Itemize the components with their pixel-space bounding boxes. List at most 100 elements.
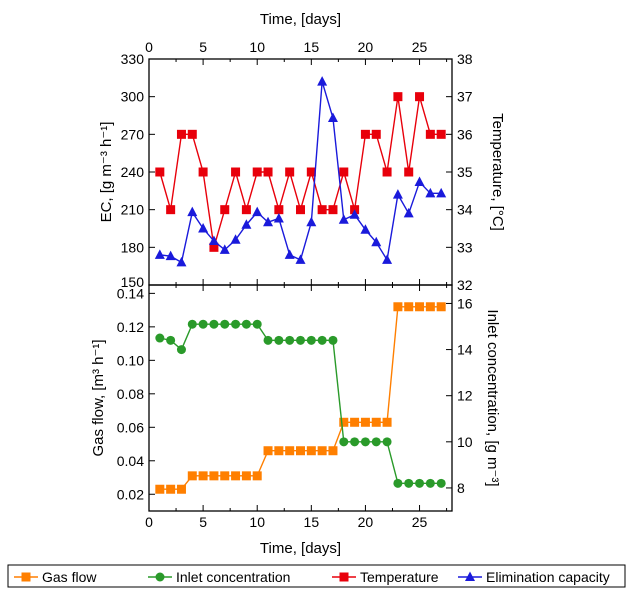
data-point <box>382 254 393 264</box>
y-right-tick-label: 35 <box>457 164 473 180</box>
series-inlet-concentration <box>155 319 446 488</box>
data-point <box>241 205 251 215</box>
y-left-tick-label: 330 <box>121 51 145 67</box>
bottom-panel: 0 5 10 15 20 25 0.02 0.04 0.06 0.08 0.10 0.12 0.14 8 1… <box>90 284 501 557</box>
data-point <box>360 417 370 427</box>
data-point <box>327 112 338 123</box>
data-point <box>393 478 403 488</box>
data-point <box>284 249 295 259</box>
legend-label: Inlet concentration <box>176 569 290 585</box>
data-point <box>176 484 186 494</box>
data-point <box>392 189 403 199</box>
data-point <box>296 205 305 215</box>
data-point <box>176 345 186 355</box>
data-point <box>274 205 284 215</box>
y-left-axis-label: EC, [g m⁻³ h⁻¹] <box>98 122 115 223</box>
data-point <box>371 437 381 447</box>
legend-marker <box>465 571 475 581</box>
data-point <box>263 167 273 177</box>
data-point <box>220 319 230 329</box>
data-point <box>165 250 176 261</box>
data-point <box>436 478 446 488</box>
data-point <box>252 471 262 481</box>
data-point <box>230 234 241 244</box>
data-point <box>166 484 176 494</box>
data-point <box>154 249 165 259</box>
data-point <box>415 92 425 102</box>
y-right-axis-label: Temperature, [°C] <box>489 113 506 231</box>
top-x-tick-label: 5 <box>199 39 207 55</box>
data-point <box>296 335 305 345</box>
y-right-tick-label: 14 <box>457 342 473 358</box>
data-point <box>371 236 382 247</box>
legend-item: Elimination capacity <box>458 569 610 585</box>
data-point <box>306 446 316 456</box>
data-point <box>155 333 165 343</box>
data-point <box>296 446 305 456</box>
y-left-tick-label: 150 <box>121 274 145 290</box>
data-point <box>285 167 295 177</box>
data-point <box>415 478 425 488</box>
y-left-tick-label: 0.14 <box>117 285 144 301</box>
data-point <box>382 417 392 427</box>
data-point <box>382 437 392 447</box>
data-point <box>263 216 274 227</box>
y-right-tick-label: 8 <box>457 480 465 496</box>
data-point <box>382 167 392 177</box>
data-point <box>209 319 219 329</box>
legend-marker <box>155 572 165 582</box>
data-point <box>285 446 295 456</box>
legend-marker <box>339 572 349 582</box>
data-point <box>231 471 241 481</box>
series-line <box>159 306 442 490</box>
y-left-tick-label: 300 <box>121 89 145 105</box>
y-left-tick-label: 0.12 <box>117 319 144 335</box>
data-point <box>306 216 317 227</box>
data-point <box>176 129 186 139</box>
data-point <box>241 471 251 481</box>
legend-marker <box>21 572 31 582</box>
y-right-tick-label: 34 <box>457 202 473 218</box>
legend-label: Elimination capacity <box>486 569 610 585</box>
data-point <box>198 223 209 233</box>
data-point <box>349 209 360 219</box>
data-point <box>231 319 241 329</box>
data-point <box>339 437 349 447</box>
top-x-tick-label: 20 <box>358 39 374 55</box>
data-point <box>187 471 197 481</box>
data-point <box>436 129 446 139</box>
data-point <box>209 471 219 481</box>
data-point <box>273 212 284 223</box>
y-left-tick-label: 240 <box>121 164 145 180</box>
legend-label: Temperature <box>360 569 439 585</box>
y-left-tick-label: 0.06 <box>117 419 144 435</box>
data-point <box>339 167 349 177</box>
top-x-tick-label: 25 <box>412 39 428 55</box>
data-point <box>317 76 328 86</box>
x-axis-label: Time, [days] <box>260 540 341 557</box>
series-temperature <box>155 92 446 252</box>
series-elimination-capacity <box>154 76 447 267</box>
y-right-tick-label: 33 <box>457 239 473 255</box>
data-point <box>393 92 403 102</box>
top-x-axis-label: Time, [days] <box>260 11 341 28</box>
data-point <box>317 446 327 456</box>
x-tick-label: 15 <box>304 514 320 530</box>
data-point <box>263 446 273 456</box>
data-point <box>350 437 360 447</box>
data-point <box>166 205 176 215</box>
data-point <box>360 224 371 234</box>
y-right-tick-label: 32 <box>457 277 473 293</box>
top-x-tick-label: 15 <box>304 39 320 55</box>
data-point <box>371 417 381 427</box>
data-point <box>360 437 370 447</box>
x-tick-label: 10 <box>249 514 265 530</box>
data-point <box>155 484 165 494</box>
data-point <box>350 417 360 427</box>
data-point <box>252 167 262 177</box>
data-point <box>274 446 284 456</box>
legend-box <box>7 564 626 588</box>
data-point <box>155 167 165 177</box>
data-point <box>285 335 295 345</box>
top-x-tick-label: 0 <box>145 39 153 55</box>
